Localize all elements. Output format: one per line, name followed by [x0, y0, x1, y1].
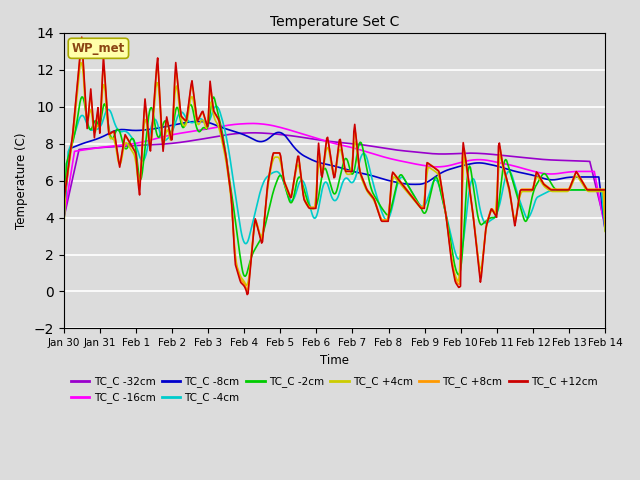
TC_C +8cm	[602, 220, 609, 226]
TC_C +8cm	[381, 217, 388, 223]
TC_C -32cm	[156, 142, 163, 147]
TC_C +8cm	[423, 162, 431, 168]
Title: Temperature Set C: Temperature Set C	[269, 15, 399, 29]
TC_C +12cm	[469, 213, 477, 219]
TC_C +12cm	[381, 218, 388, 224]
TC_C -16cm	[249, 120, 257, 126]
TC_C -8cm	[156, 125, 163, 131]
Line: TC_C -8cm: TC_C -8cm	[63, 121, 605, 230]
TC_C -2cm	[241, 273, 249, 279]
X-axis label: Time: Time	[320, 354, 349, 367]
TC_C -8cm	[422, 180, 430, 185]
TC_C -4cm	[60, 222, 67, 228]
TC_C -4cm	[469, 176, 477, 181]
TC_C -16cm	[468, 157, 476, 163]
TC_C -2cm	[78, 94, 86, 100]
TC_C +4cm	[381, 218, 388, 224]
Line: TC_C -4cm: TC_C -4cm	[63, 106, 605, 259]
TC_C +8cm	[157, 105, 164, 111]
TC_C +12cm	[307, 205, 314, 211]
TC_C -2cm	[423, 206, 431, 212]
TC_C +8cm	[243, 288, 251, 293]
TC_C +8cm	[469, 212, 477, 218]
Line: TC_C -2cm: TC_C -2cm	[63, 97, 605, 276]
TC_C -32cm	[306, 136, 314, 142]
TC_C +4cm	[469, 214, 477, 219]
Text: WP_met: WP_met	[72, 42, 125, 55]
TC_C +8cm	[78, 45, 86, 50]
TC_C -8cm	[380, 176, 387, 182]
TC_C -16cm	[306, 133, 314, 139]
TC_C +4cm	[602, 228, 609, 234]
TC_C -4cm	[199, 117, 207, 123]
TC_C -16cm	[602, 226, 609, 232]
Line: TC_C -32cm: TC_C -32cm	[63, 133, 605, 225]
TC_C -4cm	[306, 202, 314, 207]
TC_C -4cm	[602, 228, 609, 233]
TC_C -2cm	[157, 132, 164, 137]
TC_C +4cm	[243, 282, 250, 288]
TC_C +8cm	[200, 112, 207, 118]
Y-axis label: Temperature (C): Temperature (C)	[15, 132, 28, 229]
TC_C +12cm	[602, 187, 609, 193]
TC_C +12cm	[423, 160, 431, 166]
TC_C +4cm	[77, 60, 84, 66]
TC_C -32cm	[250, 130, 257, 136]
TC_C -8cm	[306, 156, 314, 162]
TC_C -8cm	[602, 228, 609, 233]
Line: TC_C +4cm: TC_C +4cm	[63, 63, 605, 285]
TC_C -32cm	[602, 222, 609, 228]
TC_C -2cm	[602, 221, 609, 227]
TC_C -2cm	[60, 227, 67, 233]
TC_C -4cm	[380, 214, 387, 219]
TC_C -16cm	[199, 127, 207, 132]
TC_C -16cm	[60, 216, 67, 222]
TC_C -8cm	[60, 213, 67, 219]
TC_C +12cm	[157, 104, 164, 110]
TC_C -2cm	[381, 209, 388, 215]
TC_C +4cm	[307, 205, 314, 211]
Line: TC_C +8cm: TC_C +8cm	[63, 48, 605, 290]
Line: TC_C -16cm: TC_C -16cm	[63, 123, 605, 229]
TC_C -16cm	[380, 154, 387, 160]
Line: TC_C +12cm: TC_C +12cm	[63, 37, 605, 295]
TC_C +4cm	[157, 111, 164, 117]
TC_C -8cm	[468, 161, 476, 167]
TC_C -32cm	[199, 136, 207, 142]
TC_C +12cm	[243, 292, 251, 298]
TC_C -4cm	[156, 128, 163, 134]
TC_C +8cm	[307, 204, 314, 210]
TC_C -32cm	[468, 150, 476, 156]
TC_C -4cm	[422, 200, 430, 205]
TC_C -16cm	[422, 163, 430, 168]
TC_C -2cm	[200, 125, 207, 131]
TC_C +12cm	[60, 200, 67, 206]
TC_C +8cm	[60, 227, 67, 232]
TC_C -4cm	[212, 103, 220, 109]
TC_C -2cm	[469, 182, 477, 188]
TC_C +4cm	[200, 119, 207, 125]
TC_C -4cm	[455, 256, 463, 262]
TC_C -32cm	[60, 216, 67, 222]
TC_C -32cm	[380, 145, 387, 151]
TC_C +4cm	[60, 232, 67, 238]
TC_C -8cm	[193, 119, 200, 124]
TC_C +12cm	[200, 111, 207, 117]
TC_C -8cm	[200, 119, 207, 125]
Legend: TC_C -32cm, TC_C -16cm, TC_C -8cm, TC_C -4cm, TC_C -2cm, TC_C +4cm, TC_C +8cm, T: TC_C -32cm, TC_C -16cm, TC_C -8cm, TC_C …	[67, 372, 602, 408]
TC_C -32cm	[422, 150, 430, 156]
TC_C +12cm	[78, 34, 86, 40]
TC_C -16cm	[156, 135, 163, 141]
TC_C +4cm	[423, 170, 431, 176]
TC_C -2cm	[307, 204, 314, 210]
